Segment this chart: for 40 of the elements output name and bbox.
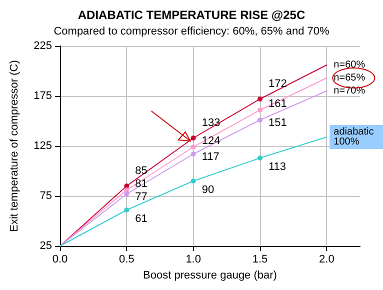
data-label: 90	[202, 184, 214, 196]
data-label: 133	[202, 117, 220, 129]
data-label: 124	[202, 135, 220, 147]
y-tick-label: 25	[40, 240, 52, 252]
y-tick-label: 125	[34, 140, 52, 152]
y-tick-label: 225	[34, 40, 52, 52]
data-label: 85	[135, 165, 148, 177]
y-tick-label: 75	[40, 190, 52, 202]
point	[258, 118, 262, 122]
point	[258, 108, 262, 112]
series-label: n=65%	[334, 72, 366, 84]
data-label: 151	[268, 117, 287, 129]
data-label: 117	[202, 151, 220, 163]
chart-subtitle: Compared to compressor efficiency: 60%, 65% and 70%	[54, 26, 330, 38]
point	[124, 192, 130, 196]
point	[190, 144, 196, 150]
data-label: 161	[268, 98, 287, 110]
x-tick-label: 1.5	[252, 254, 268, 266]
series-label: adiabatic 100%	[334, 126, 376, 148]
point	[190, 136, 196, 140]
point	[258, 156, 262, 160]
x-tick-label: 0.0	[52, 254, 68, 266]
data-label: 113	[268, 161, 286, 173]
x-axis-title: Boost pressure gauge (bar)	[143, 270, 277, 282]
y-axis-title: Exit temperature of compressor (C)	[8, 60, 20, 232]
data-label: 77	[135, 191, 148, 203]
data-label: 172	[268, 78, 287, 90]
x-tick-label: 1.0	[186, 254, 201, 266]
data-label: 81	[135, 178, 148, 190]
y-tick-label: 175	[34, 90, 52, 102]
x-tick-label: 0.5	[119, 254, 134, 266]
x-tick-label: 2.0	[319, 254, 334, 266]
chart-title: ADIABATIC TEMPERATURE RISE @25C	[78, 8, 306, 22]
data-label: 61	[135, 213, 148, 225]
series-label: n=60%	[334, 60, 366, 70]
point	[124, 208, 130, 212]
point	[258, 96, 262, 102]
point	[190, 178, 196, 184]
point	[190, 152, 196, 156]
line-series	[60, 136, 328, 246]
